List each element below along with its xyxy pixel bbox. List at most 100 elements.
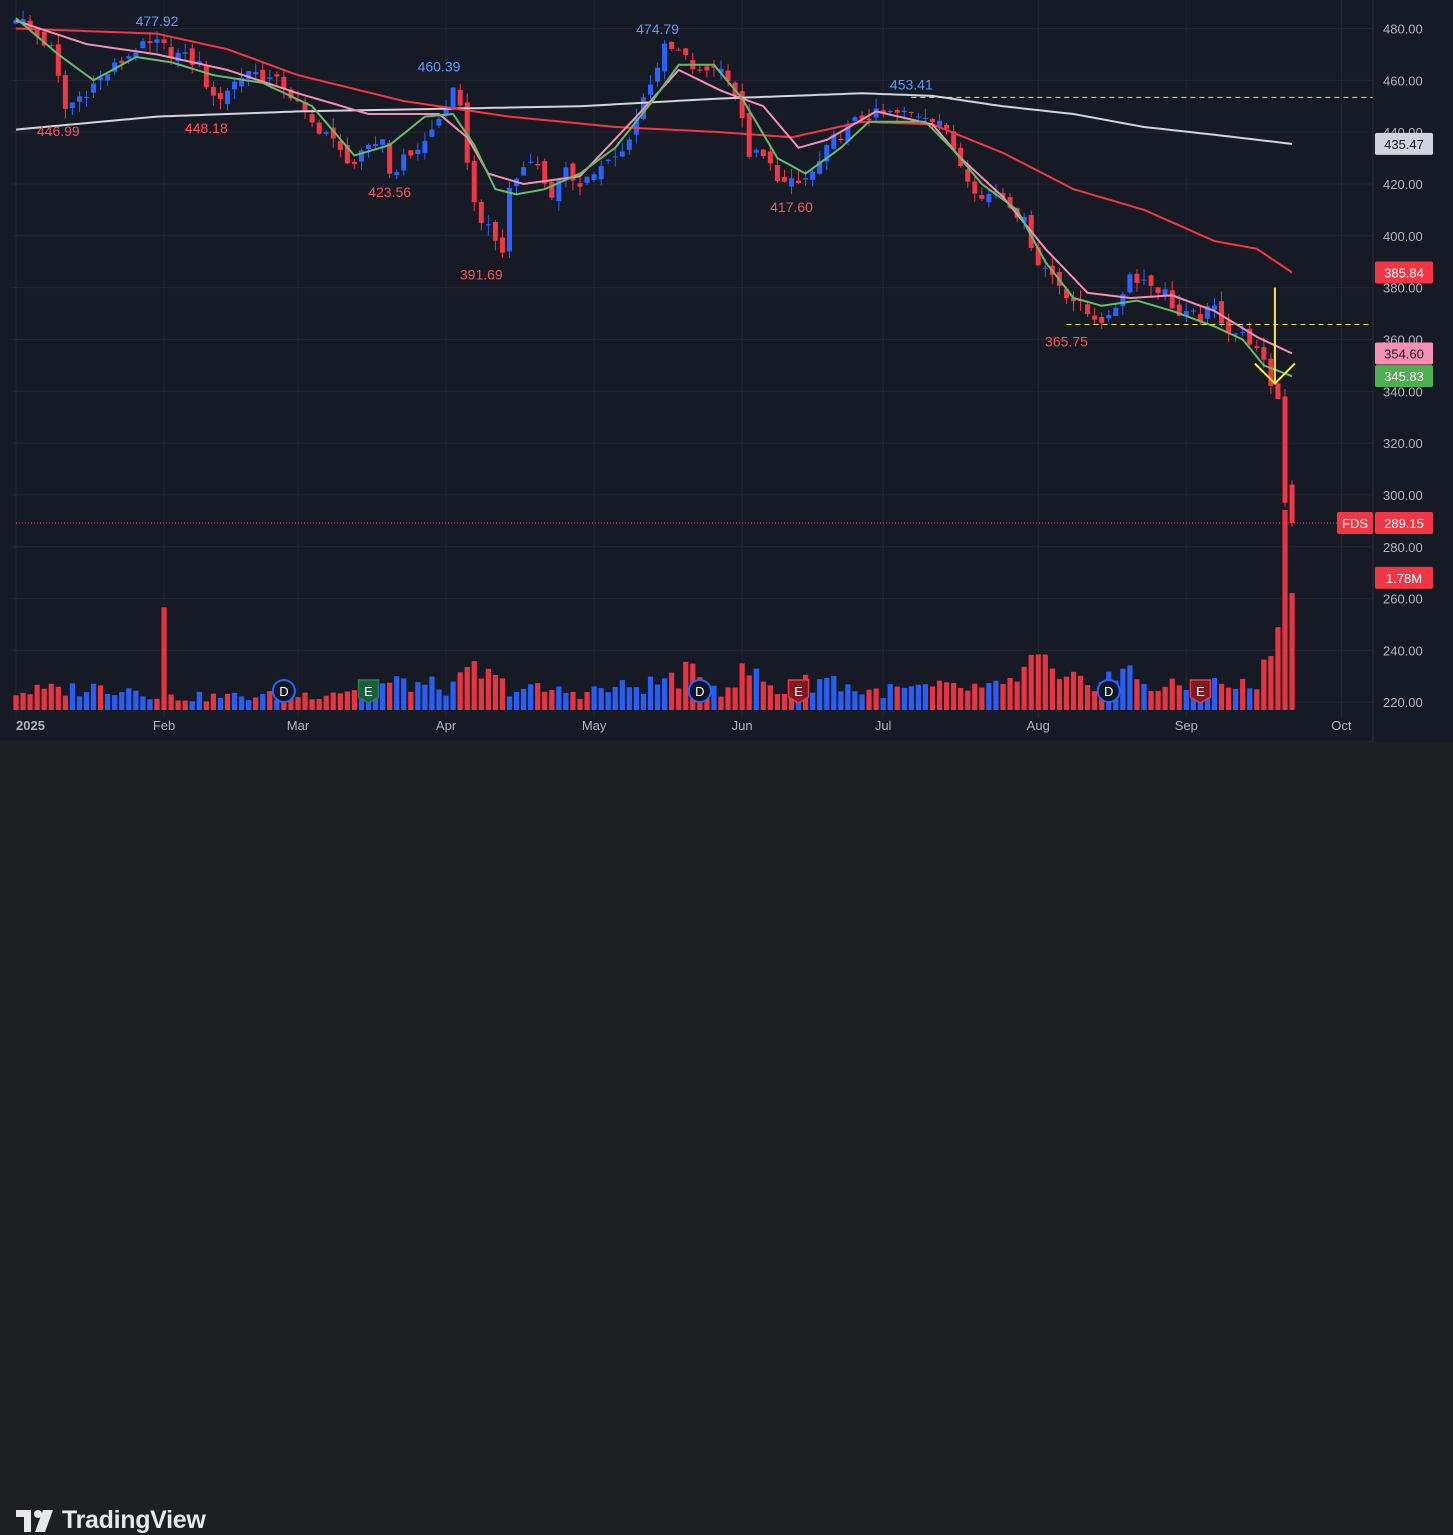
volume-bar bbox=[774, 694, 780, 710]
candle bbox=[873, 108, 879, 118]
volume-bar bbox=[41, 688, 47, 710]
candle bbox=[633, 117, 639, 135]
candle bbox=[1240, 332, 1246, 334]
candle bbox=[161, 39, 167, 43]
price-tag-value: 289.15 bbox=[1384, 516, 1424, 531]
volume-bar bbox=[1275, 627, 1281, 710]
volume-bar bbox=[915, 684, 921, 710]
candle bbox=[450, 87, 456, 110]
price-chart[interactable]: 477.92 446.99 448.18 460.39 423.56 391.69 474.… bbox=[0, 0, 1453, 817]
earnings-event-icon[interactable] bbox=[787, 679, 810, 704]
candle bbox=[697, 69, 703, 71]
volume-bar bbox=[781, 693, 788, 710]
volume-bar bbox=[316, 698, 322, 710]
event-letter: D bbox=[1104, 684, 1113, 699]
volume-bar bbox=[626, 687, 632, 710]
candle bbox=[41, 31, 47, 46]
earnings-event-icon[interactable] bbox=[1189, 679, 1212, 704]
volume-bar bbox=[90, 683, 97, 710]
candle bbox=[436, 119, 442, 126]
candle bbox=[1162, 289, 1168, 296]
volume-bar bbox=[168, 694, 174, 710]
candle bbox=[725, 70, 731, 82]
candle bbox=[274, 74, 280, 77]
volume-bar bbox=[873, 688, 879, 710]
chart-footer: TradingView bbox=[0, 742, 1453, 1534]
volume-bar bbox=[1092, 691, 1098, 710]
volume-bar bbox=[1141, 683, 1147, 710]
volume-bar bbox=[394, 676, 400, 710]
dividend-event-icon[interactable] bbox=[1096, 679, 1121, 703]
volume-bar bbox=[746, 675, 752, 710]
x-tick-label: May bbox=[582, 718, 607, 733]
dividend-event-icon[interactable] bbox=[687, 679, 712, 703]
moving-averages bbox=[15, 17, 1293, 378]
volume-bar bbox=[1021, 666, 1027, 710]
volume-bar bbox=[351, 690, 357, 710]
candle bbox=[373, 144, 379, 147]
volume-bar bbox=[203, 701, 209, 710]
ticker-tag bbox=[1337, 512, 1373, 535]
candle bbox=[598, 166, 604, 180]
volume-bar bbox=[408, 691, 414, 710]
volume-bar bbox=[972, 683, 978, 710]
candle bbox=[824, 145, 830, 162]
volume-bar bbox=[1120, 668, 1126, 710]
candle bbox=[986, 194, 992, 203]
candle bbox=[908, 111, 914, 113]
volume-bar bbox=[499, 678, 506, 710]
volume-bar bbox=[1014, 681, 1020, 710]
y-tick-label: 300.00 bbox=[1383, 488, 1423, 503]
x-tick-label: Jul bbox=[875, 718, 892, 733]
volume-bar bbox=[401, 678, 407, 710]
volume-bar bbox=[1056, 679, 1062, 710]
candle bbox=[1282, 396, 1288, 503]
dividend-event-icon[interactable] bbox=[271, 679, 296, 703]
candle bbox=[154, 39, 160, 43]
earnings-event-icon[interactable] bbox=[357, 679, 380, 704]
candle bbox=[288, 89, 294, 99]
candle bbox=[34, 29, 40, 37]
candle bbox=[1169, 290, 1175, 309]
volume-bar bbox=[330, 692, 336, 710]
candle bbox=[471, 160, 477, 203]
volume-bar bbox=[922, 684, 929, 710]
candle bbox=[429, 129, 435, 137]
candle bbox=[499, 237, 505, 253]
volume-bar bbox=[824, 677, 830, 710]
volume-bar bbox=[845, 684, 851, 710]
price-annotations: 477.92 446.99 448.18 460.39 423.56 391.69 474.… bbox=[37, 13, 1088, 350]
volume-bar bbox=[302, 692, 308, 710]
candle bbox=[1212, 305, 1217, 310]
series-line-ema-10 bbox=[15, 17, 1293, 378]
candle bbox=[810, 171, 816, 180]
volume-bar bbox=[570, 691, 576, 710]
event-letter: E bbox=[794, 684, 803, 699]
candle bbox=[831, 134, 837, 149]
candle bbox=[1233, 333, 1239, 335]
candle bbox=[217, 92, 223, 100]
horizontal-lines bbox=[16, 96, 1373, 524]
volume-bar bbox=[817, 679, 823, 710]
candle bbox=[464, 102, 470, 163]
volume-bar bbox=[1035, 654, 1041, 710]
candle bbox=[1219, 301, 1225, 324]
candle bbox=[189, 48, 195, 65]
tradingview-brand[interactable]: TradingView bbox=[16, 1506, 206, 1535]
volume-bar bbox=[549, 689, 555, 710]
volume-bar bbox=[1000, 684, 1006, 710]
x-tick-label: Sep bbox=[1175, 718, 1198, 733]
volume-bar bbox=[1176, 685, 1182, 710]
candle bbox=[1176, 304, 1182, 316]
candle bbox=[789, 178, 794, 187]
volume-bar bbox=[669, 672, 675, 710]
candle bbox=[1099, 316, 1105, 323]
price-tag bbox=[1375, 566, 1433, 589]
candle bbox=[105, 74, 111, 81]
volume-bar bbox=[217, 697, 224, 710]
candle bbox=[133, 52, 139, 57]
volume-bar bbox=[126, 688, 132, 710]
volume-bar bbox=[1028, 654, 1034, 710]
volume-bar bbox=[732, 687, 738, 710]
candle bbox=[1183, 311, 1189, 317]
